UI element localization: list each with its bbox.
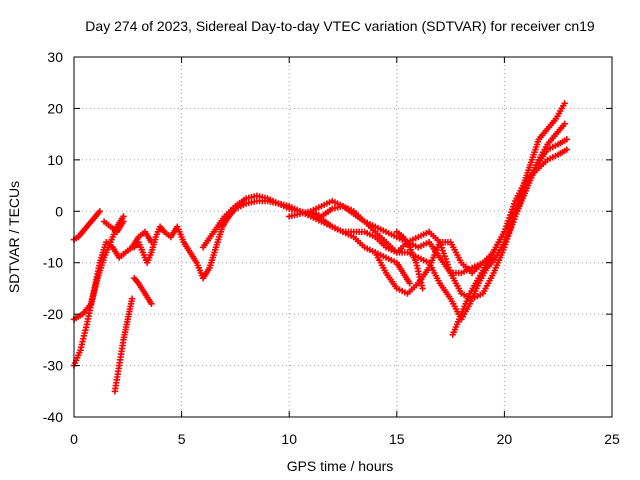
series-arc-m bbox=[449, 100, 568, 338]
series-arc-h bbox=[199, 192, 465, 323]
y-tick-label: 10 bbox=[47, 152, 63, 168]
y-tick-label: 30 bbox=[47, 49, 63, 65]
x-axis-label: GPS time / hours bbox=[287, 458, 394, 474]
data-points bbox=[70, 100, 571, 395]
series-arc-d bbox=[100, 218, 127, 236]
data-point bbox=[120, 218, 127, 225]
series-arc-b bbox=[70, 208, 104, 243]
data-point bbox=[563, 136, 571, 143]
x-tick-label: 10 bbox=[281, 431, 297, 447]
series-arc-e bbox=[111, 295, 136, 395]
y-tick-label: 20 bbox=[47, 100, 63, 116]
y-axis-label: SDTVAR / TECUs bbox=[6, 181, 22, 293]
x-tick-label: 5 bbox=[178, 431, 186, 447]
data-point bbox=[148, 300, 155, 308]
series-arc-k bbox=[372, 146, 571, 297]
y-tick-label: 0 bbox=[55, 203, 63, 219]
y-tick-label: -20 bbox=[43, 306, 63, 322]
data-point bbox=[96, 208, 104, 215]
series-arc-n bbox=[458, 120, 568, 323]
axis-ticks: 0 5 10 15 20 25 -40 -30 -20 -10 0 10 20 30 bbox=[43, 49, 620, 447]
x-tick-label: 0 bbox=[70, 431, 78, 447]
x-tick-label: 15 bbox=[389, 431, 405, 447]
y-tick-label: -10 bbox=[43, 255, 63, 271]
data-point bbox=[419, 285, 426, 292]
plot-frame bbox=[73, 56, 613, 418]
x-tick-label: 20 bbox=[497, 431, 513, 447]
chart-title: Day 274 of 2023, Sidereal Day-to-day VTE… bbox=[85, 18, 595, 34]
x-tick-label: 25 bbox=[604, 431, 620, 447]
y-tick-label: -40 bbox=[43, 409, 63, 425]
data-point bbox=[561, 120, 568, 128]
series-arc-f bbox=[131, 274, 155, 308]
data-point bbox=[563, 146, 571, 153]
grid bbox=[74, 57, 612, 417]
y-tick-label: -30 bbox=[43, 358, 63, 374]
series-arc-l bbox=[393, 228, 426, 292]
data-point bbox=[406, 280, 413, 287]
data-point bbox=[561, 100, 568, 107]
data-point bbox=[128, 295, 136, 302]
